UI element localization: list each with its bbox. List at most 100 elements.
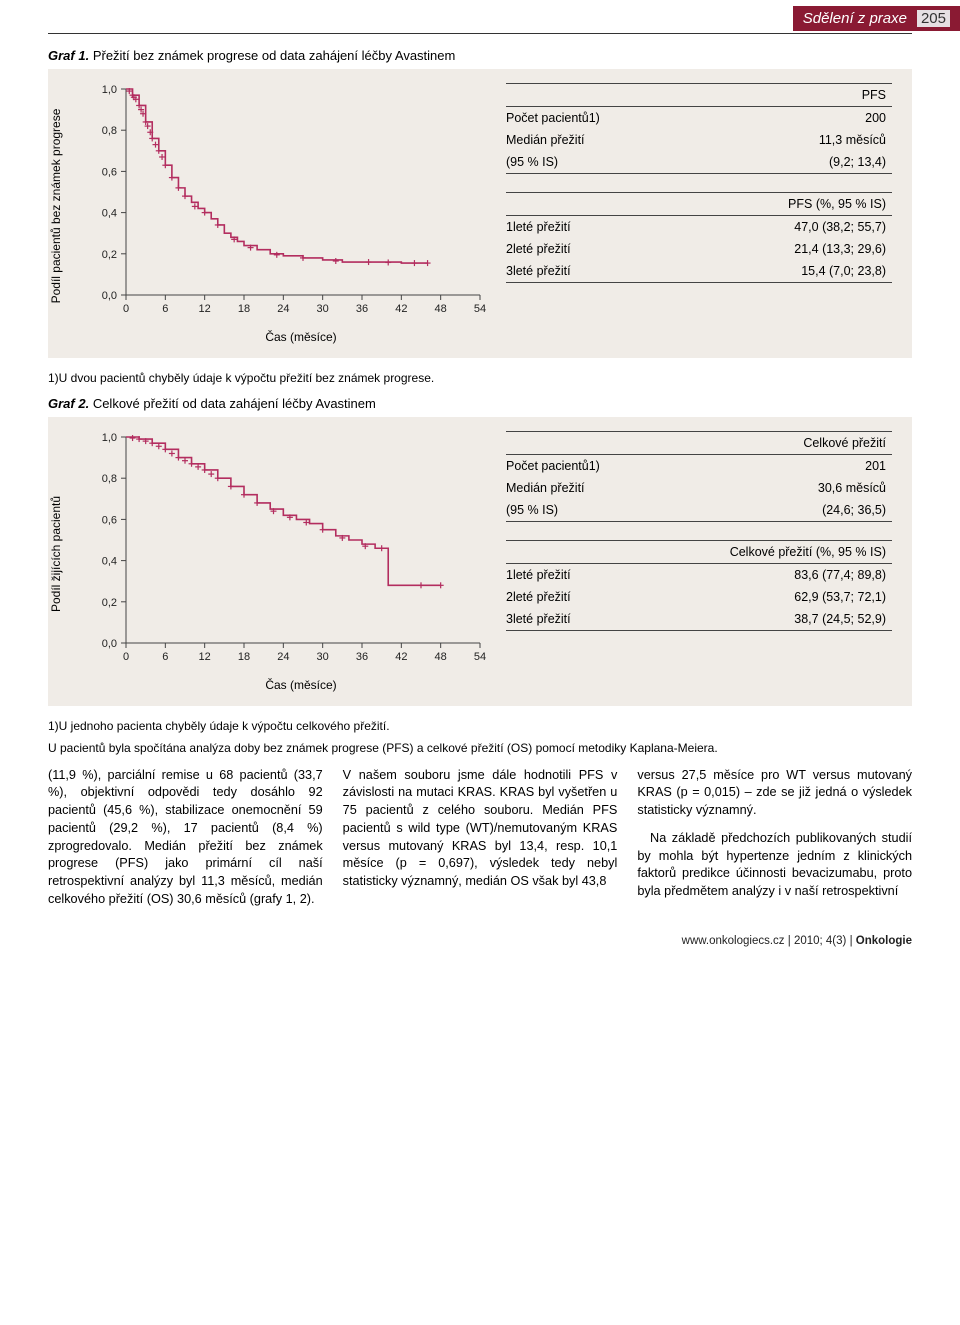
svg-text:1,0: 1,0 [102,84,117,96]
t1r1r: 11,3 měsíců [729,129,892,151]
g2t2r1r: 62,9 (53,7; 72,1) [623,586,892,608]
g2t2r0r: 83,6 (77,4; 89,8) [623,564,892,586]
t2r0r: 47,0 (38,2; 55,7) [662,216,892,238]
svg-text:54: 54 [474,651,486,663]
graf1-chart-area: Podíl pacientů bez známek progrese 0,00,… [76,83,486,328]
graf2-footnote2: U pacientů byla spočítána analýza doby b… [48,740,912,756]
body-col-3: versus 27,5 měsíce pro WT versus mutovan… [637,767,912,909]
graf2-footnote1: 1)U jednoho pacienta chyběly údaje k výp… [48,718,912,734]
graf2-table2: Celkové přežití (%, 95 % IS) 1leté přeži… [506,540,892,631]
svg-text:1,0: 1,0 [102,432,117,444]
svg-text:0,0: 0,0 [102,638,117,650]
body-col-1: (11,9 %), parciální remise u 68 pacientů… [48,767,323,909]
svg-text:0: 0 [123,303,129,315]
svg-text:18: 18 [238,651,250,663]
svg-text:48: 48 [435,303,447,315]
section-tab: Sdělení z praxe 205 [793,6,960,31]
graf2-figure: Podíl žijících pacientů 0,0 0,2 0,4 0,6 0,8 1… [48,417,912,706]
graf1-title: Graf 1. Přežití bez známek progrese od d… [48,48,912,63]
svg-text:12: 12 [199,651,211,663]
t1r2r: (9,2; 13,4) [729,151,892,173]
svg-text:0,6: 0,6 [102,166,117,178]
graf2-t1-header: Celkové přežití [710,432,892,454]
header-bar: Sdělení z praxe 205 [0,0,960,33]
body-columns: (11,9 %), parciální remise u 68 pacientů… [48,767,912,909]
graf2-title-rest: Celkové přežití od data zahájení léčby A… [93,396,376,411]
graf1-chart-svg: 0,0 0,2 0,4 0,6 0,8 1,0 0 6 12 18 24 30 36 42 48 54 [76,83,486,325]
graf2-stats: Celkové přežití Počet pacientů1)201 Medi… [506,431,892,649]
graf2-title-prefix: Graf 2. [48,396,89,411]
g2t1r0l: Počet pacientů1) [506,455,710,477]
graf1-y-label: Podíl pacientů bez známek progrese [49,108,63,303]
g2t1r0r: 201 [710,455,892,477]
svg-text:36: 36 [356,303,368,315]
svg-text:0,8: 0,8 [102,473,117,485]
svg-text:0,4: 0,4 [102,556,117,568]
svg-text:0: 0 [123,651,129,663]
graf1-footnote: 1)U dvou pacientů chyběly údaje k výpočt… [48,370,912,386]
g2t2r2r: 38,7 (24,5; 52,9) [623,608,892,630]
graf1-table2: PFS (%, 95 % IS) 1leté přežití47,0 (38,2… [506,192,892,283]
top-rule [48,33,912,34]
graf1-title-rest: Přežití bez známek progrese od data zahá… [93,48,456,63]
svg-text:30: 30 [317,651,329,663]
t1r2l: (95 % IS) [506,151,729,173]
graf2-table1: Celkové přežití Počet pacientů1)201 Medi… [506,431,892,522]
svg-text:24: 24 [277,651,289,663]
svg-text:0,4: 0,4 [102,208,117,220]
svg-text:0,6: 0,6 [102,515,117,527]
graf1-x-label: Čas (měsíce) [116,330,486,344]
graf2-t2-header: Celkové přežití (%, 95 % IS) [623,541,892,563]
svg-text:0,2: 0,2 [102,249,117,261]
graf2-x-label: Čas (měsíce) [116,678,486,692]
t2r0l: 1leté přežití [506,216,662,238]
svg-text:54: 54 [474,303,486,315]
svg-text:6: 6 [162,651,168,663]
svg-text:30: 30 [317,303,329,315]
footer-issue: 2010; 4(3) [794,935,846,947]
g2t1r1r: 30,6 měsíců [710,477,892,499]
svg-text:42: 42 [395,303,407,315]
g2t1r2r: (24,6; 36,5) [710,499,892,521]
body-col-2: V našem souboru jsme dále hodnotili PFS … [343,767,618,909]
graf1-t2-header: PFS (%, 95 % IS) [662,193,892,215]
g2t1r1l: Medián přežití [506,477,710,499]
graf2-y-label: Podíl žijících pacientů [49,496,63,612]
t2r1l: 2leté přežití [506,238,662,260]
svg-text:0,8: 0,8 [102,125,117,137]
graf2-chart-wrap: Podíl žijících pacientů 0,00,20,40,60,81… [76,431,486,692]
graf1-t1-header: PFS [729,84,892,106]
g2t2r2l: 3leté přežití [506,608,623,630]
t1r0l: Počet pacientů1) [506,107,729,129]
page-number: 205 [917,10,950,27]
footer-site: www.onkologiecs.cz [682,935,785,947]
graf1-table1: PFS Počet pacientů1)200 Medián přežití11… [506,83,892,174]
svg-text:48: 48 [435,651,447,663]
graf1-figure: Podíl pacientů bez známek progrese 0,00,… [48,69,912,358]
graf1-chart-wrap: Podíl pacientů bez známek progrese 0,00,… [76,83,486,344]
graf1-stats: PFS Počet pacientů1)200 Medián přežití11… [506,83,892,301]
t1r0r: 200 [729,107,892,129]
t2r2r: 15,4 (7,0; 23,8) [662,260,892,282]
svg-text:12: 12 [199,303,211,315]
section-title: Sdělení z praxe [803,10,907,27]
page-footer: www.onkologiecs.cz | 2010; 4(3) | Onkolo… [48,935,912,947]
g2t1r2l: (95 % IS) [506,499,710,521]
graf2-chart-area: Podíl žijících pacientů 0,00,20,40,60,81… [76,431,486,676]
t2r2l: 3leté přežití [506,260,662,282]
graf2-title: Graf 2. Celkové přežití od data zahájení… [48,396,912,411]
svg-text:24: 24 [277,303,289,315]
graf1-title-prefix: Graf 1. [48,48,89,63]
graf2-chart-svg: 0,00,20,40,60,81,0061218243036424854 [76,431,486,673]
page-content: Graf 1. Přežití bez známek progrese od d… [0,48,960,987]
g2t2r0l: 1leté přežití [506,564,623,586]
svg-text:0,2: 0,2 [102,597,117,609]
footer-journal: Onkologie [856,935,912,947]
t2r1r: 21,4 (13,3; 29,6) [662,238,892,260]
svg-text:42: 42 [395,651,407,663]
svg-text:18: 18 [238,303,250,315]
t1r1l: Medián přežití [506,129,729,151]
svg-text:6: 6 [162,303,168,315]
svg-text:0,0: 0,0 [102,290,117,302]
g2t2r1l: 2leté přežití [506,586,623,608]
